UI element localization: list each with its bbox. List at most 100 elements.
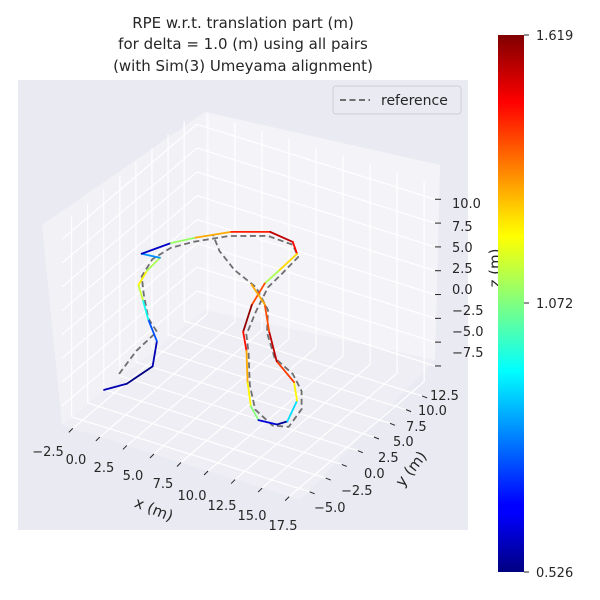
grid-line-y [151, 347, 391, 424]
estimate-segment [137, 284, 144, 301]
x-tick-label: 12.5 [208, 499, 237, 514]
x-tick-mark [284, 496, 290, 501]
estimate-segment [275, 360, 295, 383]
estimate-segment [250, 283, 266, 306]
x-tick-label: 10.0 [178, 489, 207, 504]
grid-line-x [234, 364, 371, 481]
estimate-segment [140, 252, 161, 259]
estimate-segment [257, 419, 278, 426]
grid-line-x [72, 312, 209, 429]
grid-line-y [167, 334, 407, 411]
x-tick-label: 0.0 [66, 453, 87, 468]
chart-title: RPE w.r.t. translation part (m) for delt… [113, 14, 373, 75]
x-tick-mark [95, 436, 101, 442]
grid-lines [61, 113, 436, 498]
estimate-segment [276, 420, 289, 426]
colorbar-tick-label: 1.072 [536, 297, 573, 312]
grid-line-y [119, 375, 359, 452]
estimate-segment [137, 269, 148, 286]
estimate-segment [103, 382, 128, 391]
estimate-segment [286, 399, 298, 423]
legend-reference-label: reference [381, 93, 448, 109]
estimate-segment [146, 256, 161, 272]
tick-marks [68, 198, 441, 501]
estimate-segment [263, 269, 280, 285]
colorbar-tick-label: 1.619 [536, 29, 573, 44]
x-tick-label: 5.0 [123, 469, 144, 484]
z-tick-label: 10.0 [452, 197, 481, 212]
estimate-segment [263, 303, 271, 333]
estimate-segment [125, 365, 154, 385]
grid-line-x [207, 355, 344, 472]
y-tick-mark [309, 491, 315, 495]
x-tick-mark [176, 462, 182, 467]
title-line-3: (with Sim(3) Umeyama alignment) [113, 57, 373, 75]
grid-line-x [126, 329, 263, 446]
x-tick-mark [68, 428, 74, 433]
grid-line-z [61, 195, 198, 312]
estimate-segment [246, 381, 252, 408]
grid-line-y [87, 402, 326, 479]
grid-line-x [261, 372, 398, 489]
x-tick-mark [122, 445, 128, 450]
estimate-segment [140, 242, 172, 255]
title-line-2: for delta = 1.0 (m) using all pairs [118, 35, 368, 53]
z-tick-label: −5.0 [452, 325, 484, 340]
y-tick-mark [421, 395, 428, 399]
estimate-segment [242, 330, 248, 352]
colorbar-tick-label: 0.526 [536, 566, 573, 581]
x-tick-mark [230, 479, 236, 484]
pane-left [42, 112, 205, 425]
grid-line-z [61, 242, 198, 359]
y-tick-label: 0.0 [364, 467, 385, 482]
reference-path [118, 234, 303, 428]
x-tick-mark [203, 470, 209, 476]
estimate-segment [268, 330, 278, 363]
estimate-segment [245, 349, 249, 384]
grid-line-y [103, 388, 342, 465]
x-tick-mark [257, 487, 263, 493]
y-tick-mark [325, 477, 331, 481]
grid-line-x [99, 321, 236, 438]
estimate-line [103, 230, 298, 426]
pane-back [205, 112, 440, 360]
estimate-segment [147, 318, 158, 343]
z-tick-label: −2.5 [452, 304, 484, 319]
y-tick-mark [373, 436, 380, 440]
grid-line-y [71, 416, 310, 493]
legend[interactable]: reference [332, 85, 462, 115]
x-tick-label: 17.5 [269, 519, 298, 534]
grid-line-z [61, 266, 198, 383]
y-tick-label: 2.5 [378, 451, 399, 466]
grid-line-x [288, 381, 425, 498]
y-axis: −5.0 −2.5 0.0 2.5 5.0 7.5 10.0 12.5 y (m… [314, 389, 459, 516]
colorbar-gradient [498, 35, 524, 572]
y-tick-label: −2.5 [341, 484, 373, 499]
colorbar: 1.619 1.072 0.526 [498, 29, 573, 581]
y-tick-mark [357, 450, 364, 454]
grid-line-z [61, 219, 198, 335]
x-tick-label: 2.5 [94, 461, 115, 476]
x-tick-label: −2.5 [32, 445, 64, 460]
z-tick-label: 2.5 [452, 262, 473, 277]
estimate-segment [141, 298, 150, 321]
grid-line-z [61, 123, 198, 240]
grid-line-y [135, 361, 375, 438]
x-tick-mark [149, 453, 155, 459]
legend-box [332, 85, 462, 115]
estimate-segment [293, 381, 298, 402]
y-tick-mark [405, 409, 412, 413]
y-tick-mark [341, 463, 347, 467]
grid-line-y [183, 320, 423, 397]
z-tick-label: 0.0 [452, 283, 473, 298]
estimate-segment [277, 252, 298, 272]
grid-line-z [61, 147, 198, 264]
y-tick-mark [389, 422, 396, 426]
y-tick-label: −5.0 [314, 501, 346, 516]
x-tick-label: 15.0 [238, 509, 267, 524]
title-line-1: RPE w.r.t. translation part (m) [132, 14, 354, 32]
reference-line [118, 234, 303, 428]
z-tick-label: 5.0 [452, 241, 473, 256]
y-tick-label: 5.0 [393, 435, 414, 450]
